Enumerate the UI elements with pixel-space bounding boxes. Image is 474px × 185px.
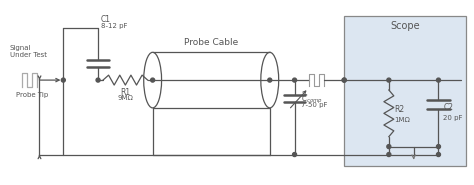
Circle shape <box>61 78 65 82</box>
Circle shape <box>96 78 100 82</box>
Circle shape <box>342 78 346 82</box>
Circle shape <box>342 78 346 82</box>
Circle shape <box>292 153 297 157</box>
Text: C2: C2 <box>444 103 454 112</box>
Bar <box>344 16 466 166</box>
Circle shape <box>292 78 297 82</box>
Text: C1: C1 <box>101 15 111 24</box>
Circle shape <box>437 78 440 82</box>
Text: Signal
Under Test: Signal Under Test <box>10 45 47 58</box>
Text: Scope: Scope <box>391 21 420 31</box>
Text: Probe Tip: Probe Tip <box>16 92 48 98</box>
Text: 20 pF: 20 pF <box>444 115 463 121</box>
Circle shape <box>151 78 155 82</box>
Text: Probe Cable: Probe Cable <box>184 38 238 47</box>
Text: 1MΩ: 1MΩ <box>394 117 410 123</box>
Text: 8-12 pF: 8-12 pF <box>101 23 128 28</box>
Circle shape <box>268 78 272 82</box>
Circle shape <box>437 153 440 157</box>
Circle shape <box>387 78 391 82</box>
Text: R2: R2 <box>394 105 404 114</box>
Text: 9MΩ: 9MΩ <box>118 95 133 101</box>
Text: 7-50 pF: 7-50 pF <box>301 102 327 108</box>
Circle shape <box>387 153 391 157</box>
Circle shape <box>437 145 440 149</box>
Circle shape <box>387 145 391 149</box>
Text: R1: R1 <box>120 88 130 97</box>
Text: $C_{comp}$: $C_{comp}$ <box>301 93 322 106</box>
